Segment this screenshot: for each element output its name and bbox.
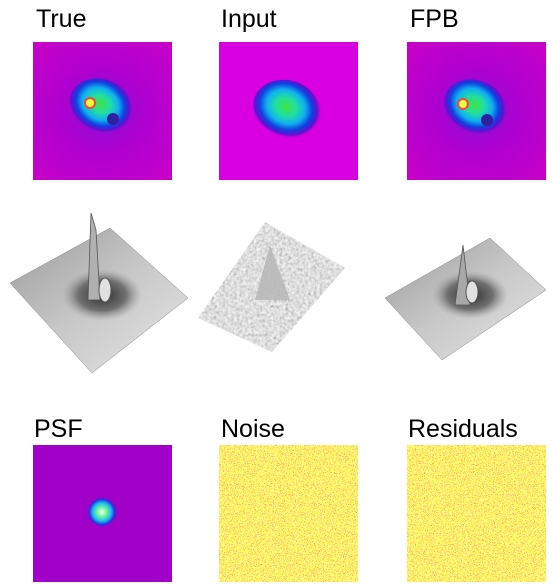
panel-label: FPB xyxy=(410,5,459,33)
surface-fpb xyxy=(385,238,546,360)
figure: True Input FPB PSF Noise Residuals xyxy=(0,0,552,586)
surface-input xyxy=(198,222,345,352)
panel-label: Input xyxy=(221,5,277,33)
panel-label: Noise xyxy=(221,415,285,443)
panel-label: PSF xyxy=(34,415,83,443)
image-residuals xyxy=(407,445,546,582)
surface-true xyxy=(10,213,188,373)
image-true xyxy=(33,42,172,180)
image-psf xyxy=(33,445,172,582)
image-fpb xyxy=(407,42,546,180)
panel-label: True xyxy=(36,5,86,33)
image-noise xyxy=(219,445,358,582)
image-input xyxy=(219,42,358,180)
panel-label: Residuals xyxy=(408,415,518,443)
